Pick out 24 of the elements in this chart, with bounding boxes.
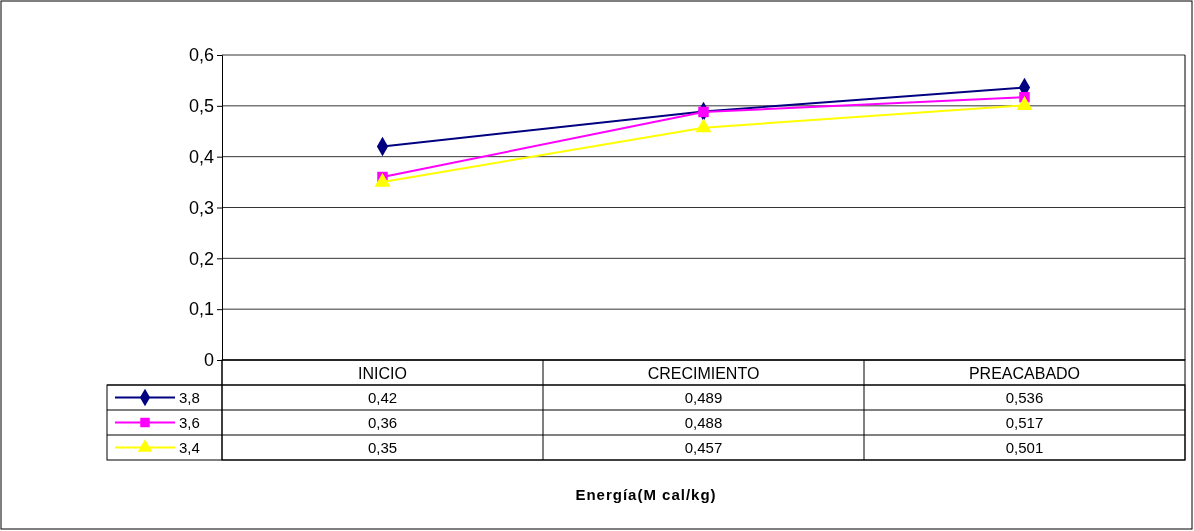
- data-label: 0,36: [367, 413, 398, 431]
- y-tick-label: 0,5: [188, 96, 214, 117]
- y-tick-label: 0: [203, 350, 214, 371]
- y-tick-label: 0,4: [188, 146, 214, 167]
- legend-label: 3,8: [179, 388, 200, 406]
- legend-label: 3,6: [179, 413, 200, 431]
- data-label: 0,42: [367, 388, 398, 406]
- x-tick-label: PREACABADO: [968, 364, 1081, 382]
- point: [698, 106, 709, 118]
- x-tick-label: CRECIMIENTO: [647, 364, 760, 382]
- y-tick-label: 0,1: [188, 299, 214, 320]
- y-tick-label: 0,3: [188, 197, 214, 218]
- data-label: 0,536: [1005, 388, 1044, 406]
- legend-label: 3,4: [179, 438, 200, 456]
- data-label: 0,489: [684, 388, 723, 406]
- data-label: 0,517: [1005, 413, 1044, 431]
- data-label: 0,35: [367, 438, 398, 456]
- text: Energía(M cal/kg): [575, 486, 717, 503]
- data-label: 0,457: [684, 438, 723, 456]
- y-tick-label: 0,2: [188, 248, 214, 269]
- data-label: 0,488: [684, 413, 723, 431]
- x-tick-label: INICIO: [358, 364, 407, 382]
- data-label: 0,501: [1005, 438, 1044, 456]
- y-tick-label: 0,6: [188, 45, 214, 66]
